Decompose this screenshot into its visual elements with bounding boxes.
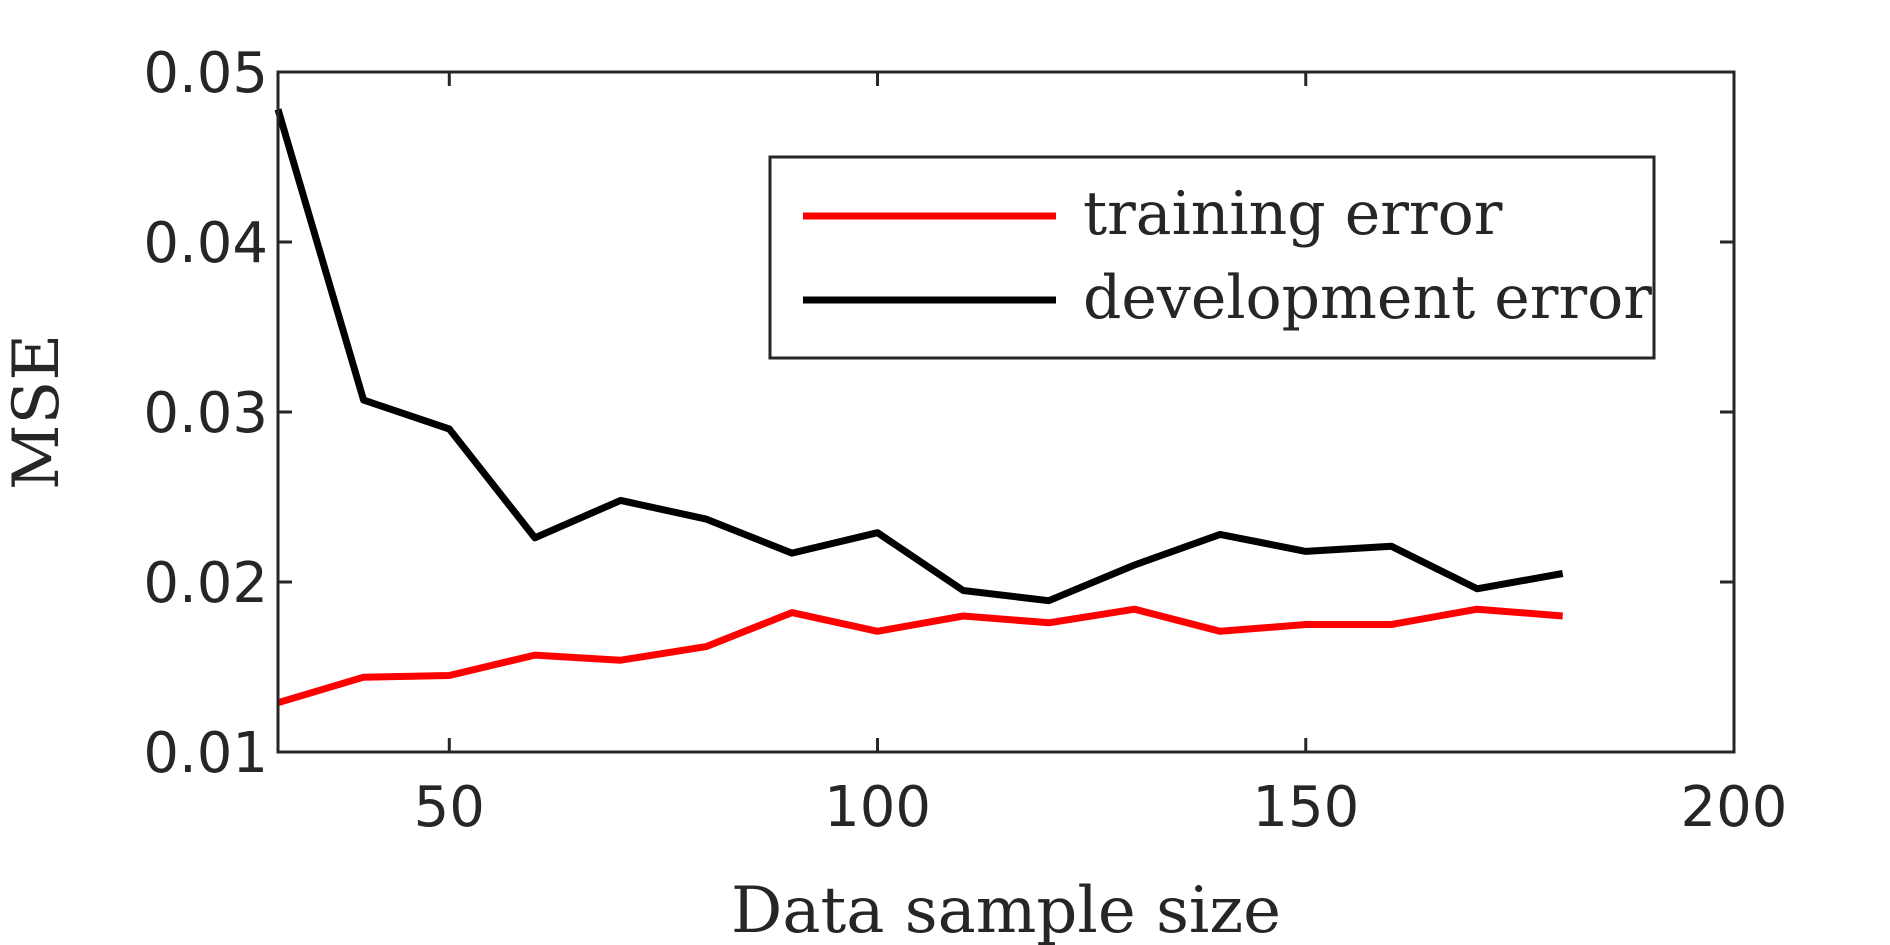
y-tick-label: 0.04 [143,211,268,276]
y-tick-label: 0.02 [143,551,268,616]
y-tick-label: 0.03 [143,381,268,446]
legend: training error development error [768,155,1656,360]
x-tick-label: 100 [824,775,931,840]
ticks-layer: 50 100 150 200 0.01 0.02 0.03 0.04 0.05 [143,41,1787,840]
legend-label-development-error: development error [1083,263,1652,333]
series-layer [274,108,1564,707]
series-line-training-error [277,605,1563,707]
y-tick-label: 0.01 [143,721,268,786]
x-axis-label: Data sample size [731,874,1281,945]
series-line-development-error [274,108,1564,605]
x-tick-label: 150 [1252,775,1359,840]
x-tick-label: 50 [414,775,485,840]
legend-box [768,155,1656,360]
legend-label-training-error: training error [1083,179,1503,249]
y-axis-label: MSE [0,334,74,490]
y-tick-label: 0.05 [143,41,268,106]
x-tick-label: 200 [1681,775,1788,840]
